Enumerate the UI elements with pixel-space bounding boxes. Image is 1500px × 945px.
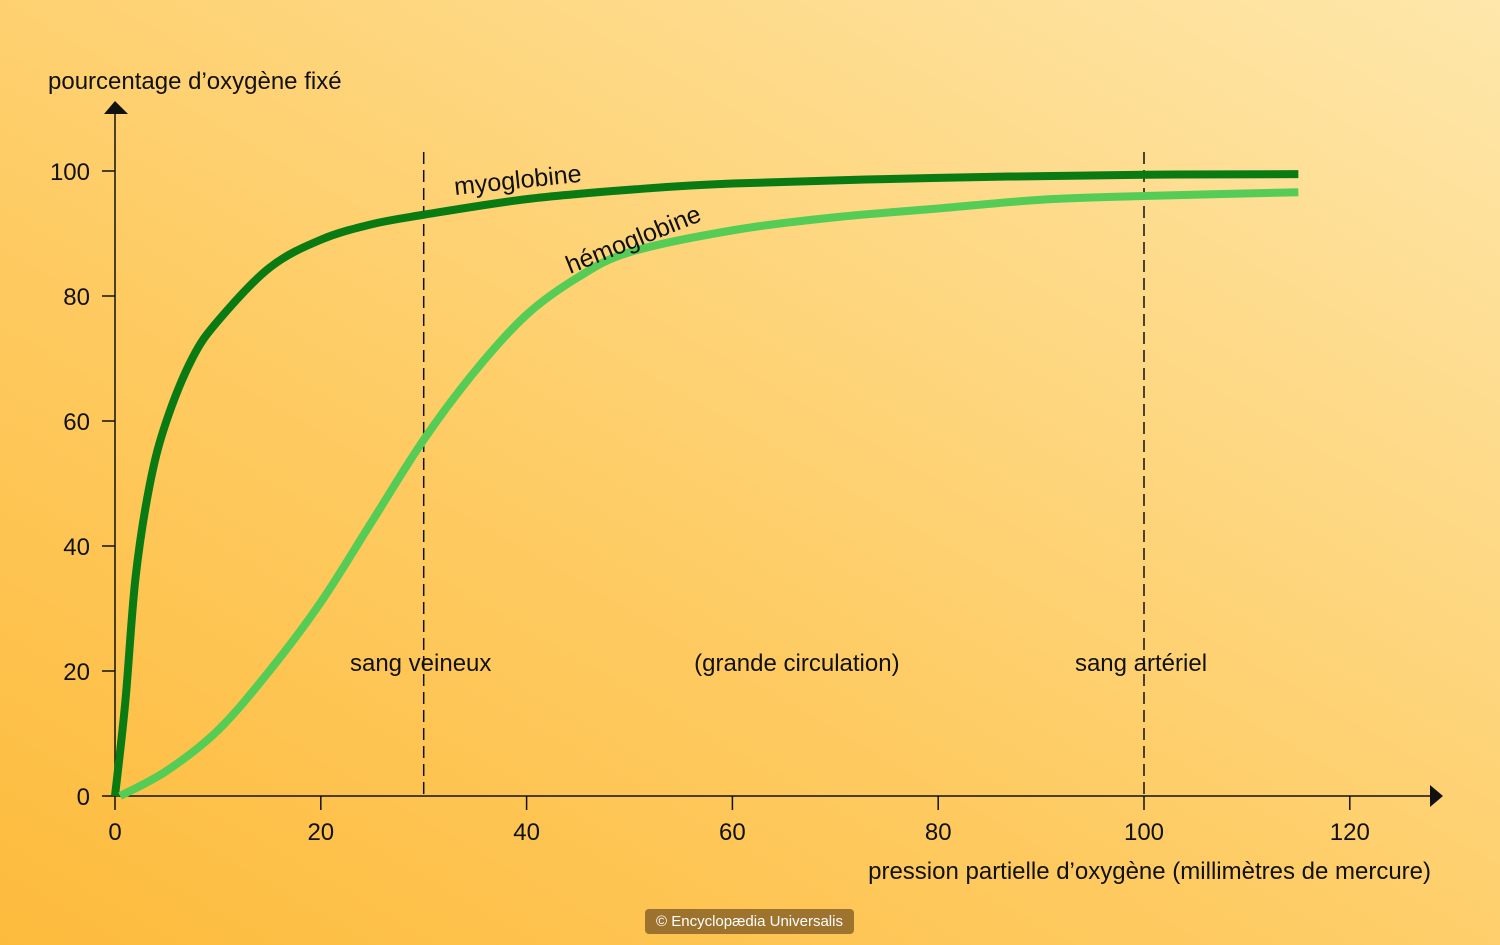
x-tick-label: 40: [513, 819, 540, 846]
annotation-label: sang artériel: [1075, 650, 1207, 677]
x-tick-label: 80: [925, 819, 952, 846]
y-axis-label: pourcentage d’oxygène fixé: [48, 68, 342, 95]
y-tick-label: 100: [50, 159, 90, 186]
annotation-label: (grande circulation): [694, 650, 899, 677]
x-axis-label: pression partielle d’oxygène (millimètre…: [868, 858, 1431, 885]
y-axis-arrow: [104, 101, 128, 114]
x-tick-label: 120: [1330, 819, 1370, 846]
annotation-label: sang veineux: [350, 650, 491, 677]
x-tick-label: 0: [108, 819, 121, 846]
y-tick-label: 60: [63, 409, 90, 436]
y-tick-label: 0: [77, 784, 90, 811]
y-tick-label: 40: [63, 534, 90, 561]
y-tick-label: 80: [63, 284, 90, 311]
x-tick-label: 100: [1124, 819, 1164, 846]
x-axis-arrow: [1430, 785, 1443, 807]
y-tick-label: 20: [63, 659, 90, 686]
x-tick-label: 20: [307, 819, 334, 846]
series-line-hemoglobine: [118, 188, 1299, 800]
copyright-badge: © Encyclopædia Universalis: [645, 909, 854, 934]
x-tick-label: 60: [719, 819, 746, 846]
series-line-myoglobine: [111, 170, 1299, 797]
